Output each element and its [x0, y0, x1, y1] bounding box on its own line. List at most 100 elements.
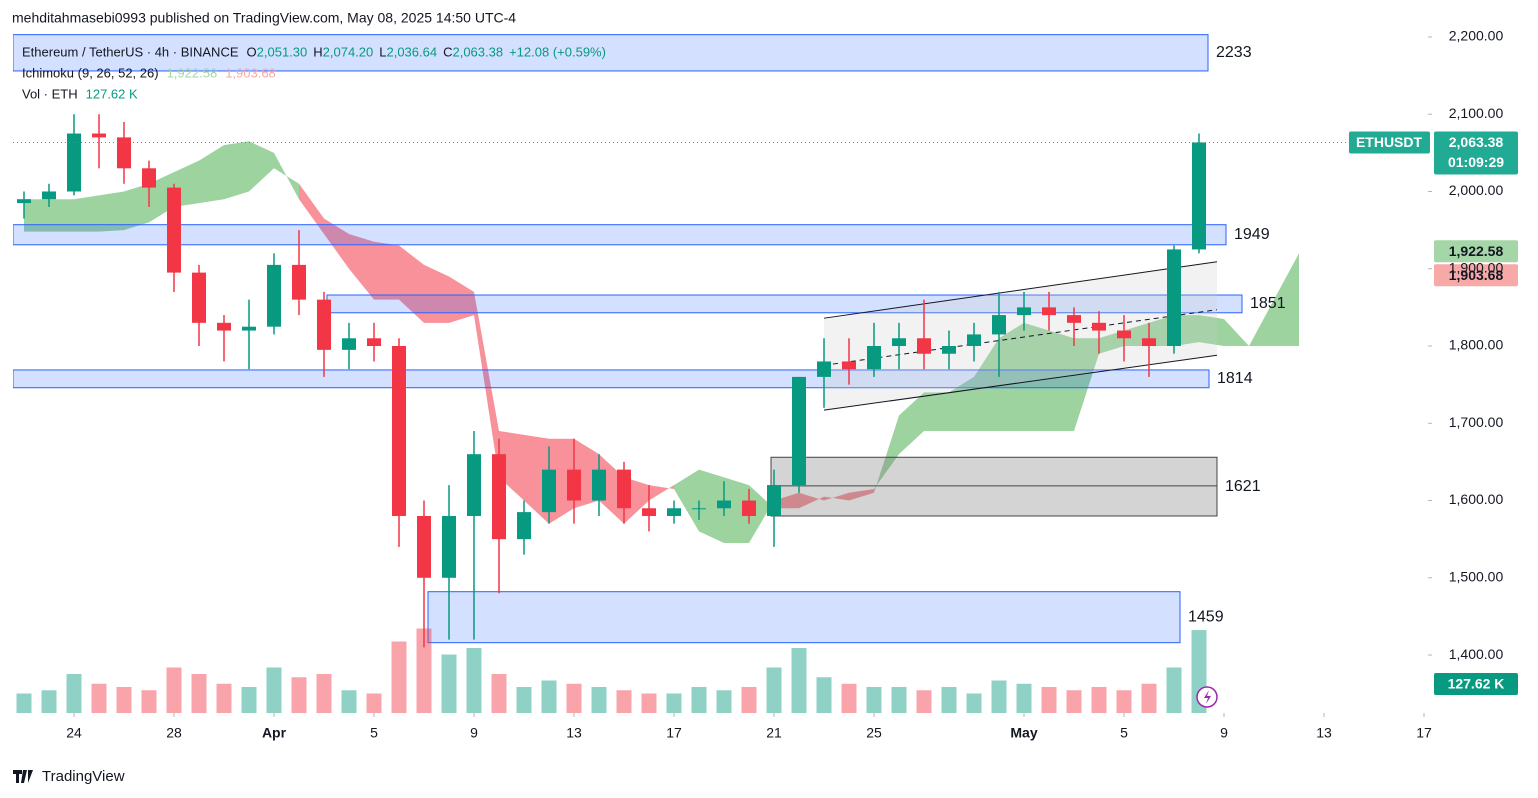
candle-body: [692, 508, 706, 510]
candle-body: [742, 500, 756, 516]
ohlc-key: H: [313, 44, 322, 59]
volume-bar: [891, 687, 907, 713]
volume-bar: [791, 648, 807, 713]
volume-bar: [216, 683, 232, 713]
volume-bar: [341, 690, 357, 713]
volume-value: 127.62 K: [86, 86, 138, 101]
volume-bar: [141, 690, 157, 713]
candle-body: [117, 137, 131, 169]
volume-bar: [566, 683, 582, 713]
candle-body: [1042, 307, 1056, 316]
volume-bar: [491, 674, 507, 713]
ichimoku-cloud: [399, 245, 424, 323]
ichimoku-cloud: [474, 291, 499, 478]
alert-bolt: [1204, 690, 1211, 704]
y-tick-label: 2,000.00: [1449, 182, 1504, 198]
volume-bar: [1041, 687, 1057, 713]
channel-line: [823, 354, 1218, 411]
zone: [427, 591, 1181, 644]
candle-body: [1092, 322, 1106, 331]
ohlc-value: 2,036.64: [386, 44, 437, 59]
volume-bar: [1166, 667, 1182, 713]
candle-body: [467, 454, 481, 516]
zone: [13, 369, 1210, 389]
zone-label: 2233: [1216, 44, 1252, 61]
ichimoku-cloud: [1224, 318, 1249, 347]
volume-bar: [416, 628, 432, 713]
ichimoku-cloud: [224, 141, 249, 200]
ohlc-value: 2,051.30: [257, 44, 308, 59]
volume-bar: [641, 693, 657, 713]
volume-bar: [16, 693, 32, 713]
candle-body: [442, 515, 456, 578]
volume-bar: [616, 690, 632, 713]
x-tick-label: 9: [470, 725, 478, 741]
ichimoku-cloud: [1249, 299, 1274, 347]
channel-line: [823, 261, 1218, 319]
symbol-tag-label: ETHUSDT: [1356, 134, 1423, 150]
x-tick-label: 5: [370, 725, 378, 741]
ichimoku-cloud: [449, 276, 474, 323]
x-tick-label: 24: [66, 725, 82, 741]
header: mehditahmasebi0993 published on TradingV…: [12, 10, 516, 26]
candle-body: [767, 485, 781, 516]
candle-body: [892, 338, 906, 347]
candle-body: [242, 326, 256, 331]
candle-body: [667, 508, 681, 516]
overlay: O 2,051.30 H 2,074.20 L 2,036.64 C 2,063.38 +12.…: [66, 28, 1518, 741]
ichimoku-cloud: [724, 477, 749, 544]
zone-label: 1459: [1188, 608, 1224, 625]
candle-body: [492, 454, 506, 540]
x-tick-label: 13: [566, 725, 582, 741]
price-tag: [1434, 131, 1518, 175]
ichimoku-cloud: [899, 392, 924, 455]
candle-body: [567, 469, 581, 501]
volume-bar: [366, 693, 382, 713]
candle-body: [717, 500, 731, 509]
candle-body: [367, 338, 381, 347]
ichimoku-cloud: [199, 145, 224, 204]
volume-bar: [816, 677, 832, 713]
ichimoku-cloud: [424, 264, 449, 323]
indicator-value: 1,922.58: [167, 65, 218, 80]
ichimoku-cloud: [674, 469, 699, 532]
price-tag: [1434, 240, 1518, 263]
x-tick-label: 9: [1220, 725, 1228, 741]
y-tick-label: 1,500.00: [1449, 568, 1504, 584]
y-tick-label: 1,400.00: [1449, 646, 1504, 662]
volume-bar: [991, 680, 1007, 713]
y-tick-label: 1,900.00: [1449, 259, 1504, 275]
volume-bar: [66, 674, 82, 713]
ichimoku-cloud: [1024, 322, 1049, 431]
volume-bar: [266, 667, 282, 713]
price-tag: [1434, 264, 1518, 287]
ichimoku-cloud: [749, 485, 774, 544]
volume-bar: [1091, 687, 1107, 713]
candle-body: [817, 361, 831, 377]
candle-body: [592, 469, 606, 501]
volume-bar: [716, 690, 732, 713]
ichimoku-cloud: [699, 469, 724, 544]
volume-bar: [391, 641, 407, 713]
candle-body: [217, 322, 231, 331]
ichimoku-cloud: [99, 191, 124, 232]
ichimoku-cloud: [874, 415, 899, 493]
ichimoku-cloud: [249, 141, 274, 192]
candle-body: [317, 299, 331, 350]
y-tick-label: 1,700.00: [1449, 414, 1504, 430]
ichimoku-cloud: [799, 492, 824, 509]
x-tick-label: 17: [1416, 725, 1432, 741]
ohlc-key: O: [247, 44, 257, 59]
candle-body: [267, 264, 281, 327]
zone-label: 1851: [1250, 295, 1286, 312]
ichimoku-cloud: [1049, 330, 1074, 431]
ichimoku-cloud: [299, 183, 324, 234]
candle-body: [392, 346, 406, 516]
price-tag-label: 2,063.38: [1449, 134, 1504, 150]
candle-body: [1192, 142, 1206, 250]
volume-bar: [191, 674, 207, 713]
ichimoku-cloud: [24, 199, 49, 232]
volume-bar: [941, 687, 957, 713]
candle-body: [517, 512, 531, 540]
